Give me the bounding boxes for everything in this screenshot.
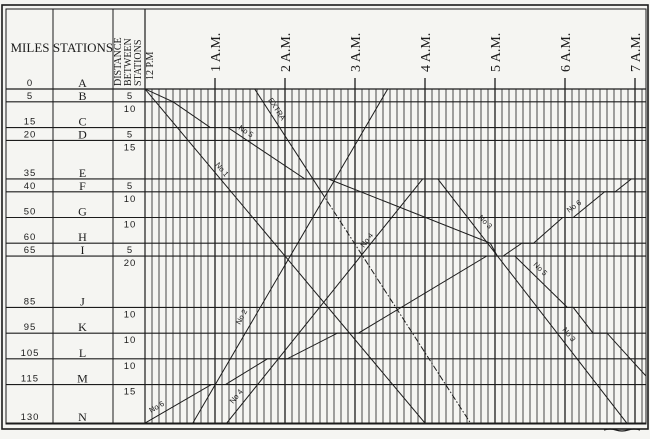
station-miles: 0 [27, 78, 33, 89]
train-labels: EXTRA No 5 No 1 No 4 No 3 No 6 No 5 No 2… [148, 96, 583, 415]
station-miles: 40 [24, 181, 37, 192]
train-line-no2 [192, 89, 389, 423]
hour-label: 3 A.M. [349, 33, 364, 72]
train-label-extra: EXTRA [266, 96, 287, 122]
hour-label: 2 A.M. [279, 33, 294, 72]
station-name: G [78, 205, 88, 219]
station-name: D [78, 127, 88, 141]
station-miles: 115 [21, 374, 39, 385]
train-line-no4 [226, 178, 424, 423]
station-name: J [80, 294, 86, 308]
distance-header-line2: BETWEEN [123, 38, 134, 86]
station-name: C [78, 115, 87, 129]
station-name: M [77, 372, 89, 386]
station-miles: 20 [24, 129, 37, 140]
distance-header-line3: STATIONS [133, 40, 144, 86]
hour-labels: 1 A.M. 2 A.M. 3 A.M. 4 A.M. 5 A.M. 6 A.M. 7 A.… [209, 33, 644, 72]
distance-between-stations: 5 [127, 245, 133, 256]
station-miles: 15 [24, 117, 37, 128]
station-miles: 60 [24, 232, 37, 243]
distance-between-stations: 10 [124, 104, 137, 115]
distance-between-stations: 10 [124, 194, 137, 205]
train-lines [145, 89, 646, 423]
distance-between-stations: 5 [127, 91, 133, 102]
station-miles: 85 [24, 296, 37, 307]
station-name: H [78, 230, 88, 244]
station-name: F [79, 179, 87, 193]
station-miles: 95 [24, 322, 37, 333]
station-name: L [79, 346, 87, 360]
distance-between-stations: 10 [124, 361, 137, 372]
inner-border [5, 8, 647, 425]
distance-between-stations: 15 [124, 142, 137, 153]
train-label-no4: No 4 [228, 387, 245, 405]
distance-between-stations: 10 [124, 220, 137, 231]
distance-between-stations: 10 [124, 335, 137, 346]
distance-between-stations: 5 [127, 181, 133, 192]
hour-label: 7 A.M. [629, 33, 644, 72]
distance-between-stations: 10 [124, 309, 137, 320]
station-miles: 65 [24, 245, 37, 256]
hour-label: 5 A.M. [489, 33, 504, 72]
station-name: K [78, 320, 88, 334]
station-name: I [81, 243, 86, 257]
train-line-extra [254, 89, 322, 193]
station-name: N [78, 410, 88, 424]
station-name: B [78, 89, 87, 103]
train-line-no3 [437, 178, 628, 423]
distance-between-stations: 5 [127, 130, 133, 141]
station-miles: 50 [24, 207, 37, 218]
time-grid [151, 78, 643, 423]
miles-header: MILES [11, 40, 50, 55]
train-line-no1 [145, 89, 426, 423]
train-line-no6 [145, 178, 632, 423]
distance-header-line1: DISTANCE [113, 37, 124, 86]
artist-signature [603, 428, 641, 432]
station-miles: 35 [24, 168, 37, 179]
train-label-no3: No 3 [477, 213, 495, 231]
train-label-no4: No 4 [358, 231, 375, 249]
hour-label: 6 A.M. [559, 33, 574, 72]
hour-label: 4 A.M. [419, 33, 434, 72]
distance-between-stations: 15 [124, 387, 137, 398]
train-label-no1: No 1 [213, 161, 230, 179]
outer-border [1, 4, 649, 430]
train-label-no5: No 5 [237, 123, 255, 139]
station-miles: 5 [27, 91, 33, 102]
station-name: E [79, 166, 87, 180]
station-miles: 130 [21, 412, 40, 423]
stations-header: STATIONS [53, 40, 113, 55]
station-miles: 105 [21, 348, 40, 359]
start-time-label: 12 P.M [145, 52, 156, 80]
station-name: A [78, 76, 88, 90]
distance-between-stations: 20 [124, 258, 137, 269]
hour-label: 1 A.M. [209, 33, 224, 72]
